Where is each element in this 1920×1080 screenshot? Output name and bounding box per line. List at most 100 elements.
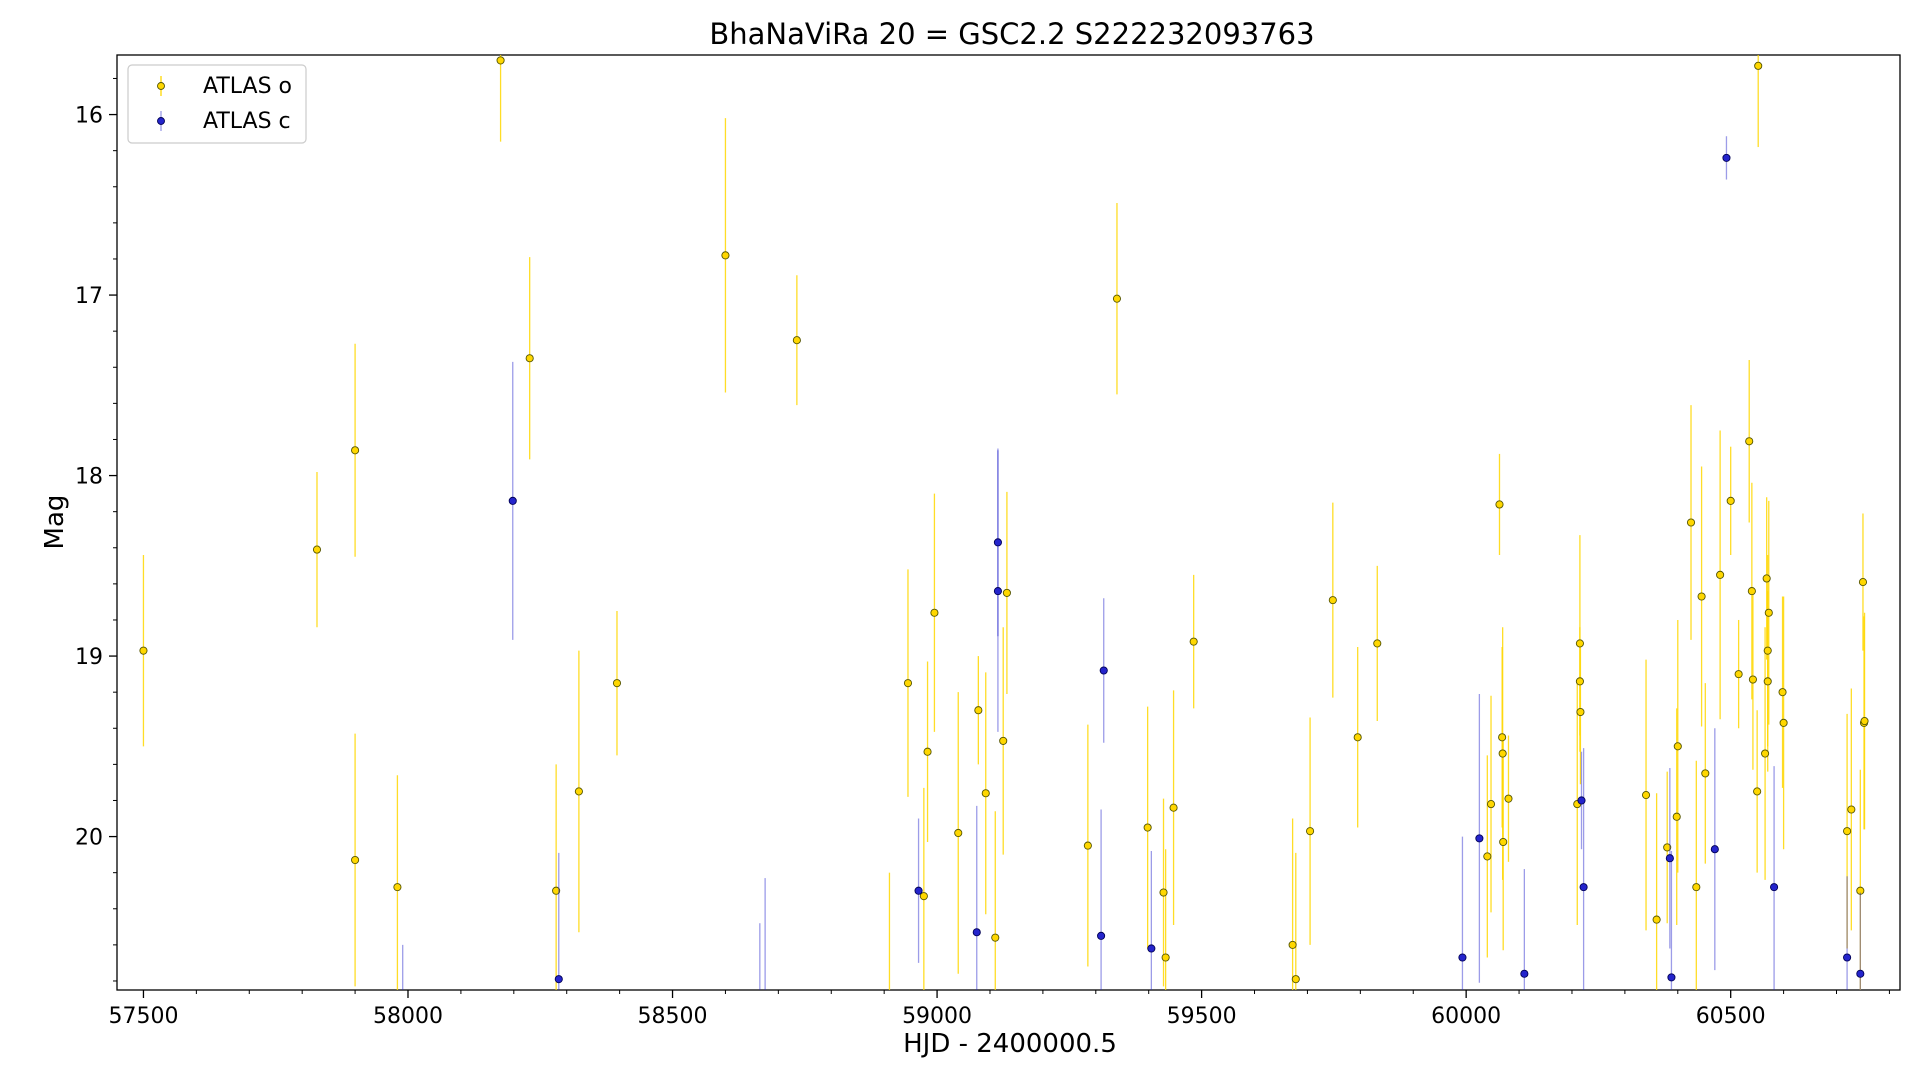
data-point — [1734, 670, 1743, 679]
data-point — [1672, 812, 1681, 821]
legend-marker-o — [157, 82, 165, 90]
data-point — [1112, 294, 1122, 303]
data-point — [1716, 570, 1725, 579]
data-point — [1748, 675, 1757, 684]
data-point — [1577, 796, 1586, 805]
data-point — [1722, 153, 1731, 162]
data-point — [1763, 646, 1772, 655]
y-axis-label: Mag — [40, 495, 70, 550]
x-tick-label: 58500 — [638, 1004, 708, 1029]
data-point — [954, 828, 963, 838]
data-point — [1761, 749, 1770, 758]
data-point — [919, 892, 928, 901]
data-point — [1652, 915, 1661, 924]
data-point — [1499, 837, 1508, 847]
data-point — [1745, 437, 1754, 446]
data-point — [1779, 718, 1788, 727]
data-point — [1753, 787, 1762, 796]
data-point — [1575, 677, 1584, 686]
data-point — [721, 251, 730, 260]
plot-area: 57500 58000 58500 59000 59500 60000 60500 16 17… — [75, 54, 1901, 1029]
data-point — [1764, 608, 1773, 617]
data-point — [1843, 827, 1852, 836]
data-point — [1143, 823, 1152, 832]
y-tick-label: 17 — [75, 284, 103, 309]
data-point — [981, 789, 990, 798]
data-point — [508, 496, 517, 505]
legend-label-o: ATLAS o — [203, 74, 292, 99]
data-point — [1328, 596, 1337, 605]
x-axis-label: HJD - 2400000.5 — [903, 1029, 1117, 1059]
data-point — [993, 587, 1002, 596]
data-point — [1576, 707, 1585, 717]
y-tick-label: 20 — [75, 826, 103, 851]
data-point — [1667, 973, 1676, 982]
x-tick-label: 59500 — [1167, 1004, 1237, 1029]
data-point — [1097, 931, 1106, 940]
data-point — [1575, 639, 1584, 648]
data-point — [923, 747, 932, 756]
data-point — [903, 679, 913, 688]
data-point — [554, 975, 563, 984]
legend-label-c: ATLAS c — [203, 109, 291, 134]
data-point — [525, 354, 534, 363]
y-tick-label: 19 — [75, 645, 103, 670]
data-point — [1579, 883, 1588, 892]
data-point — [1697, 592, 1706, 601]
data-point — [1147, 944, 1156, 953]
data-point — [139, 646, 148, 655]
data-point — [1770, 883, 1779, 892]
x-tick-label: 58000 — [373, 1004, 443, 1029]
data-point — [1099, 666, 1108, 675]
data-point — [1663, 843, 1672, 852]
data-point — [1847, 805, 1856, 814]
x-tick-label: 59000 — [902, 1004, 972, 1029]
x-tick-label: 57500 — [108, 1004, 178, 1029]
data-point — [930, 608, 939, 617]
data-point — [1763, 677, 1772, 686]
y-tick-label: 18 — [75, 465, 103, 490]
data-point — [1778, 688, 1787, 697]
data-point — [993, 538, 1002, 547]
data-point — [351, 855, 360, 865]
data-point — [991, 933, 1000, 942]
data-point — [972, 928, 981, 937]
data-point — [1692, 883, 1701, 892]
data-point — [1858, 578, 1868, 587]
series-atlas-o — [139, 55, 1869, 990]
data-point — [1856, 886, 1865, 895]
data-point — [1486, 800, 1496, 809]
data-point — [1665, 854, 1674, 863]
data-point — [1288, 940, 1297, 949]
data-point — [1856, 969, 1865, 978]
x-tick-label: 60000 — [1431, 1004, 1501, 1029]
data-point — [1458, 953, 1467, 962]
data-point — [1686, 518, 1696, 527]
data-point — [496, 56, 505, 65]
data-point — [1483, 852, 1492, 861]
legend: ATLAS o ATLAS c — [127, 64, 307, 144]
data-point — [1353, 733, 1362, 742]
data-point — [1495, 500, 1504, 509]
data-point — [1762, 574, 1771, 583]
data-point — [574, 787, 583, 796]
data-point — [1002, 588, 1011, 597]
data-point — [1726, 496, 1735, 505]
data-point — [1710, 845, 1719, 854]
data-point — [612, 679, 622, 688]
data-point — [1373, 639, 1382, 648]
data-point — [1498, 733, 1507, 742]
data-point — [1169, 803, 1178, 812]
data-point — [552, 886, 561, 895]
plot-frame — [116, 54, 1901, 991]
data-point — [1291, 975, 1300, 984]
data-point — [999, 736, 1008, 745]
legend-box — [127, 64, 307, 144]
data-point — [1189, 637, 1198, 646]
data-point — [1083, 841, 1092, 850]
data-point — [1161, 953, 1170, 962]
data-point — [1641, 791, 1651, 800]
data-point — [1504, 794, 1513, 803]
data-point — [1475, 834, 1484, 843]
